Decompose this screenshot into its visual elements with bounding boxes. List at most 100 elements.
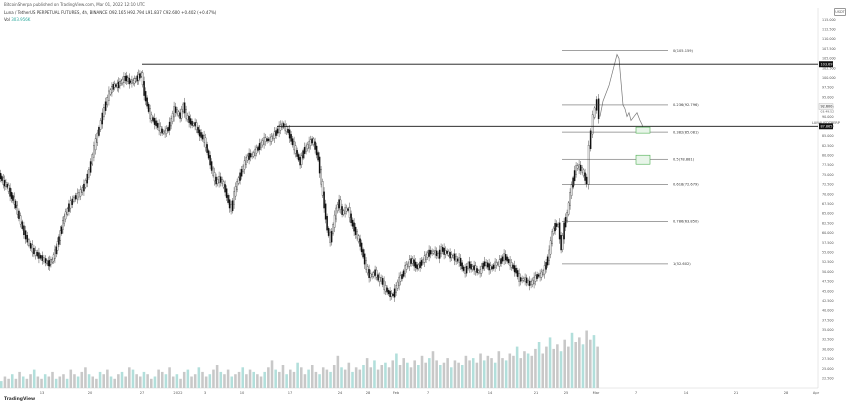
candle-body [348,207,351,218]
price-tick-label: 85.000 [822,134,834,138]
candle-body [47,260,50,267]
candle-body [219,176,222,183]
candle-body [422,258,424,264]
price-tick-label: 70.000 [822,192,834,196]
currency-button[interactable]: USDT [834,8,846,16]
volume-bar [84,367,87,388]
candle-body [510,262,513,268]
price-tick-label: 45.000 [822,289,834,293]
volume-bar [113,378,116,388]
candle-body [86,173,89,184]
candle-body [509,259,511,267]
candle-body [558,222,561,240]
candle-body [519,277,522,282]
candle-body [239,172,241,181]
volume-bar [556,344,559,388]
candle-body [288,129,291,139]
volume-bar [182,371,186,388]
candle-body [41,255,44,261]
volume-bar [567,346,570,388]
volume-bar [69,369,73,388]
candle-body [485,262,487,266]
volume-bar [468,360,471,388]
candle-body [79,189,82,197]
candle-body [24,230,27,240]
candle-body [135,78,137,82]
volume-bar [526,353,530,388]
candle-body [28,239,30,246]
candle-body [497,262,499,265]
candle-body [127,77,129,82]
price-tick-label: 30.000 [822,347,834,351]
candle-body [119,81,121,87]
volume-bar [435,360,438,388]
time-tick-label: 14 [684,391,689,395]
candle-body [123,76,125,83]
time-tick-label: 14 [488,391,493,395]
candle-body [83,183,85,192]
candle-body [246,155,249,161]
volume-bar [420,355,424,388]
candle-body [52,254,55,262]
time-tick-label: Apr [813,391,820,395]
volume-bar [80,371,84,388]
volume-bar [343,369,347,388]
volume-bar [534,348,537,388]
candle-body [504,254,507,261]
candle-body [398,276,400,286]
candle-body [251,153,253,157]
candle-body [293,141,295,151]
candle-body [88,169,90,178]
candle-body [483,261,486,267]
price-tick-label: 75.000 [822,173,834,177]
volume-bar [219,371,223,388]
volume-bar [230,376,234,388]
candle-body [447,251,450,256]
volume-bar [351,371,354,388]
candle-body [516,270,519,277]
candle-body [557,224,559,227]
candle-body [369,273,372,278]
candle-body [384,285,387,292]
candle-body [263,137,265,145]
candle-body [477,270,480,273]
candle-body [296,150,298,157]
volume-bar [329,371,332,388]
candle-body [575,165,577,175]
candle-body [327,227,330,236]
candle-body [303,147,306,154]
candle-body [464,267,466,274]
candle-body [549,240,552,255]
candle-body [106,97,109,106]
candle-body [59,230,62,241]
price-tick-label: 55.000 [822,250,834,254]
volume-bar [237,371,241,388]
candle-body [479,269,481,274]
candle-body [498,259,501,267]
candle-body [449,252,451,259]
volume-bar [318,374,321,388]
candle-body [569,191,571,206]
candle-body [321,181,324,196]
volume-bar [321,367,325,388]
candle-body [112,84,115,90]
candle-body [429,250,432,255]
candle-body [125,75,128,82]
candle-body [212,167,214,176]
candle-body [245,157,247,165]
candle-body [383,280,385,290]
candle-body [426,252,429,258]
time-tick-label: 27 [140,391,145,395]
candle-body [113,83,116,88]
candle-body [290,134,292,142]
volume-bar [442,362,446,388]
candle-body [399,275,402,282]
volume-bar [157,369,160,388]
candle-body [435,250,438,257]
candle-body [96,132,99,143]
volume-bar [354,367,358,388]
candle-body [291,138,294,146]
candle-body [249,153,252,158]
candle-body [176,109,178,115]
